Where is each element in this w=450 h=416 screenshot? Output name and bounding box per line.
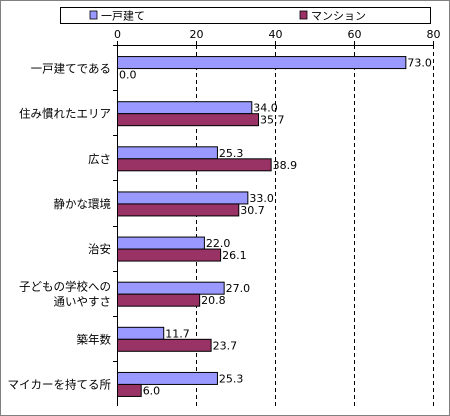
data-label-detached-7: 11.7 bbox=[165, 327, 190, 340]
bar-detached-7 bbox=[117, 326, 165, 340]
bar-condo-3 bbox=[117, 158, 272, 172]
data-label-detached-8: 25.3 bbox=[219, 372, 244, 385]
x-tick-label-80: 80 bbox=[427, 28, 441, 41]
category-label-1: 一戸建てである bbox=[31, 62, 111, 76]
bar-condo-2 bbox=[117, 113, 260, 127]
bar-condo-4 bbox=[117, 203, 240, 217]
legend-swatch-1 bbox=[89, 10, 98, 20]
legend-label-1: 一戸建て bbox=[101, 9, 145, 23]
data-label-condo-7: 23.7 bbox=[213, 339, 238, 352]
x-tick-label-40: 40 bbox=[269, 28, 283, 41]
data-label-condo-5: 26.1 bbox=[222, 249, 247, 262]
data-label-condo-6: 20.8 bbox=[201, 294, 226, 307]
category-label-6-line-2: 通いやすさ bbox=[54, 295, 112, 309]
plot-area bbox=[117, 45, 433, 406]
bar-detached-2 bbox=[117, 101, 253, 115]
data-label-detached-3: 25.3 bbox=[219, 147, 244, 160]
data-label-condo-4: 30.7 bbox=[240, 204, 265, 217]
bar-condo-6 bbox=[117, 293, 201, 307]
data-label-detached-1: 73.0 bbox=[407, 57, 432, 70]
bar-condo-7 bbox=[117, 338, 212, 352]
bar-detached-8 bbox=[117, 371, 218, 385]
legend-swatch-2 bbox=[299, 10, 308, 20]
bar-condo-8 bbox=[117, 383, 142, 397]
bar-detached-3 bbox=[117, 146, 218, 160]
category-label-2: 住み慣れたエリア bbox=[19, 107, 111, 121]
data-label-detached-2: 34.0 bbox=[253, 102, 277, 115]
legend-label-2: マンション bbox=[311, 10, 366, 23]
data-label-detached-4: 33.0 bbox=[249, 192, 274, 205]
category-label-5: 治安 bbox=[88, 242, 111, 256]
bar-detached-6 bbox=[117, 281, 225, 295]
data-label-detached-6: 27.0 bbox=[226, 282, 251, 295]
category-label-4: 静かな環境 bbox=[54, 197, 112, 211]
data-label-condo-3: 38.9 bbox=[273, 159, 298, 172]
x-tick-label-0: 0 bbox=[114, 28, 121, 41]
bar-detached-5 bbox=[117, 236, 205, 250]
bar-condo-5 bbox=[117, 248, 222, 262]
x-tick-label-60: 60 bbox=[348, 28, 362, 41]
legend-box bbox=[60, 7, 431, 24]
category-label-3: 広さ bbox=[88, 152, 111, 166]
category-label-6-line-1: 子どもの学校への bbox=[19, 280, 111, 294]
data-label-condo-1: 0.0 bbox=[119, 69, 137, 82]
x-tick-label-20: 20 bbox=[190, 28, 204, 41]
bar-detached-4 bbox=[117, 191, 249, 205]
category-label-8: マイカーを持てる所 bbox=[8, 377, 112, 391]
category-label-7: 築年数 bbox=[77, 332, 112, 346]
bar-detached-1 bbox=[117, 56, 407, 70]
data-label-condo-8: 6.0 bbox=[143, 384, 161, 397]
data-label-condo-2: 35.7 bbox=[260, 114, 285, 127]
data-label-detached-5: 22.0 bbox=[206, 237, 231, 250]
